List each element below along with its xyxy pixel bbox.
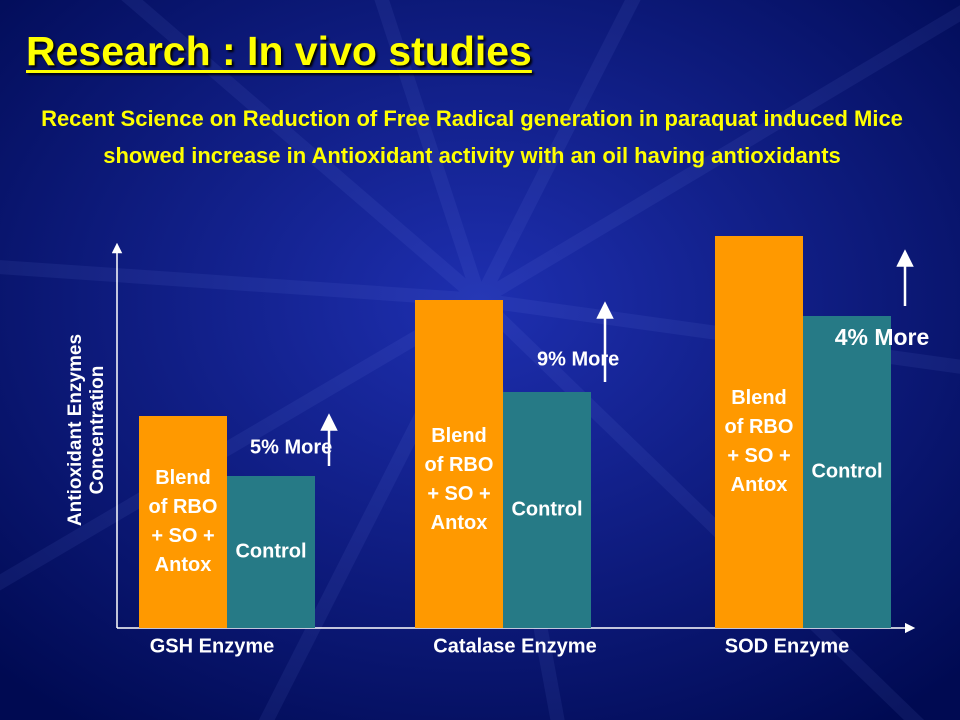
y-axis-label-line-1: Antioxidant Enzymes (65, 334, 86, 526)
y-axis-label-line-2: Concentration (87, 366, 108, 495)
blend-label-0-0: Blend (155, 467, 211, 489)
blend-label-0-1: of RBO (149, 496, 218, 518)
x-tick-label-1: Catalase Enzyme (433, 635, 596, 657)
control-label-1-0: Control (511, 498, 582, 520)
blend-label-1-0: Blend (431, 425, 487, 447)
blend-label-0-2: + SO + (151, 525, 214, 547)
control-label-0-0: Control (235, 540, 306, 562)
blend-label-1-2: + SO + (427, 483, 490, 505)
control-label-2-0: Control (811, 460, 882, 482)
blend-label-2-2: + SO + (727, 445, 790, 467)
increase-annotation-1: 9% More (537, 348, 619, 370)
increase-annotation-2: 4% More (835, 324, 930, 350)
blend-label-2-0: Blend (731, 387, 787, 409)
blend-label-0-3: Antox (155, 554, 212, 576)
x-tick-label-2: SOD Enzyme (725, 635, 849, 657)
blend-label-2-1: of RBO (725, 416, 794, 438)
blend-label-2-3: Antox (731, 474, 788, 496)
blend-label-1-3: Antox (431, 512, 488, 534)
blend-label-1-1: of RBO (425, 454, 494, 476)
increase-annotation-0: 5% More (250, 436, 332, 458)
blend-bar-0 (139, 416, 227, 628)
x-tick-label-0: GSH Enzyme (150, 635, 274, 657)
